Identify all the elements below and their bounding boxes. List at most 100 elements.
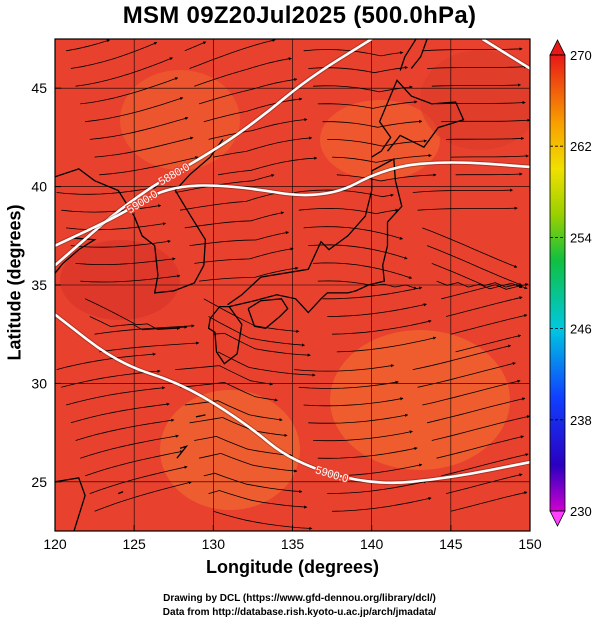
- coastline-segment: [207, 305, 243, 365]
- coastline-taiwan: [55, 477, 86, 531]
- coastline-segment: [176, 445, 189, 459]
- streamline: [441, 283, 529, 300]
- contour-line: [55, 161, 530, 247]
- axis-ticks: 120 125 130 135 140 145 150 25 30 35 40 45: [31, 80, 541, 552]
- streamline: [317, 446, 418, 459]
- streamline: [317, 100, 418, 109]
- streamline: [422, 47, 523, 52]
- colorbar-bottom-arrow: [549, 510, 566, 527]
- coastline-segment: [195, 414, 206, 418]
- streamline: [184, 41, 207, 52]
- streamline: [327, 139, 428, 147]
- x-tick-label: 130: [202, 536, 226, 552]
- streamline: [298, 207, 399, 215]
- streamlines: [56, 39, 530, 530]
- streamline: [431, 415, 530, 441]
- streamline: [445, 296, 523, 317]
- streamline: [431, 83, 522, 87]
- streamline: [199, 266, 299, 282]
- streamline: [184, 211, 285, 229]
- streamline: [455, 172, 523, 176]
- contour-line: [55, 313, 530, 485]
- streamline: [75, 257, 176, 265]
- streamline: [89, 116, 189, 140]
- streamline: [203, 472, 303, 494]
- streamline: [427, 65, 528, 69]
- x-tick-label: 125: [122, 536, 146, 552]
- warm-patch: [330, 330, 510, 470]
- streamline: [431, 263, 528, 290]
- streamline: [322, 119, 423, 128]
- warm-patch: [320, 100, 440, 180]
- x-tick-label: 120: [43, 536, 67, 552]
- streamline: [189, 231, 290, 246]
- streamline: [446, 136, 525, 141]
- colorbar-top-arrow: [549, 39, 566, 56]
- streamline: [175, 174, 275, 193]
- streamline: [61, 204, 162, 213]
- x-tick-label: 145: [439, 536, 463, 552]
- streamline: [217, 351, 316, 377]
- x-tick-label: 150: [518, 536, 542, 552]
- streamline: [313, 85, 413, 93]
- grid-lines: [55, 39, 530, 531]
- streamline: [446, 473, 523, 494]
- coastline-segment: [410, 39, 428, 69]
- y-tick-label: 45: [31, 80, 47, 96]
- coastline-segment: [227, 157, 403, 314]
- colorbar-tick-label: 246: [570, 322, 592, 337]
- colorbar-tick-label: 230: [570, 504, 592, 519]
- streamline: [75, 57, 173, 87]
- coastline-segment: [371, 79, 465, 158]
- streamline: [70, 402, 170, 424]
- streamline: [80, 434, 179, 459]
- streamline: [422, 379, 521, 406]
- streamline: [203, 97, 303, 123]
- streamline: [436, 101, 526, 105]
- streamline: [84, 450, 184, 477]
- x-axis-label: Longitude (degrees): [205, 557, 379, 577]
- streamline: [180, 381, 278, 402]
- streamline: [298, 380, 399, 389]
- y-tick-label: 25: [31, 474, 47, 490]
- streamline: [327, 303, 427, 317]
- streamline: [208, 490, 308, 509]
- streamline: [332, 153, 432, 163]
- colorbar-tick-label: 238: [570, 413, 592, 428]
- coastline-segment: [133, 139, 224, 294]
- streamline: [213, 136, 313, 158]
- streamline: [194, 57, 292, 87]
- streamline: [99, 341, 200, 353]
- streamline: [336, 336, 437, 353]
- streamline: [199, 452, 298, 473]
- streamline: [184, 400, 283, 422]
- streamline: [412, 344, 512, 370]
- coastline-segment: [55, 168, 135, 217]
- streamline: [313, 430, 413, 442]
- streamline: [450, 154, 529, 158]
- streamline: [317, 280, 418, 290]
- streamline: [94, 324, 195, 335]
- colorbar-tick-label: 262: [570, 139, 592, 154]
- streamline: [70, 42, 158, 69]
- coastline-segment: [118, 491, 124, 495]
- streamline: [189, 39, 276, 69]
- streamline: [450, 314, 528, 335]
- streamline: [180, 191, 280, 211]
- streamline: [66, 222, 167, 231]
- streamline: [198, 78, 298, 105]
- streamline: [294, 364, 395, 372]
- y-tick-label: 40: [31, 179, 47, 195]
- streamline: [450, 491, 528, 512]
- streamline: [218, 156, 318, 176]
- coastline-segment: [247, 298, 289, 329]
- y-tick-label: 30: [31, 375, 47, 391]
- streamline: [89, 465, 188, 494]
- streamline: [336, 173, 437, 182]
- streamline: [56, 186, 157, 195]
- colorbar-tick-label: 254: [570, 230, 592, 245]
- streamline: [303, 397, 404, 407]
- credit-data: Data from http://database.rish.kyoto-u.a…: [162, 607, 437, 618]
- streamline: [441, 453, 529, 477]
